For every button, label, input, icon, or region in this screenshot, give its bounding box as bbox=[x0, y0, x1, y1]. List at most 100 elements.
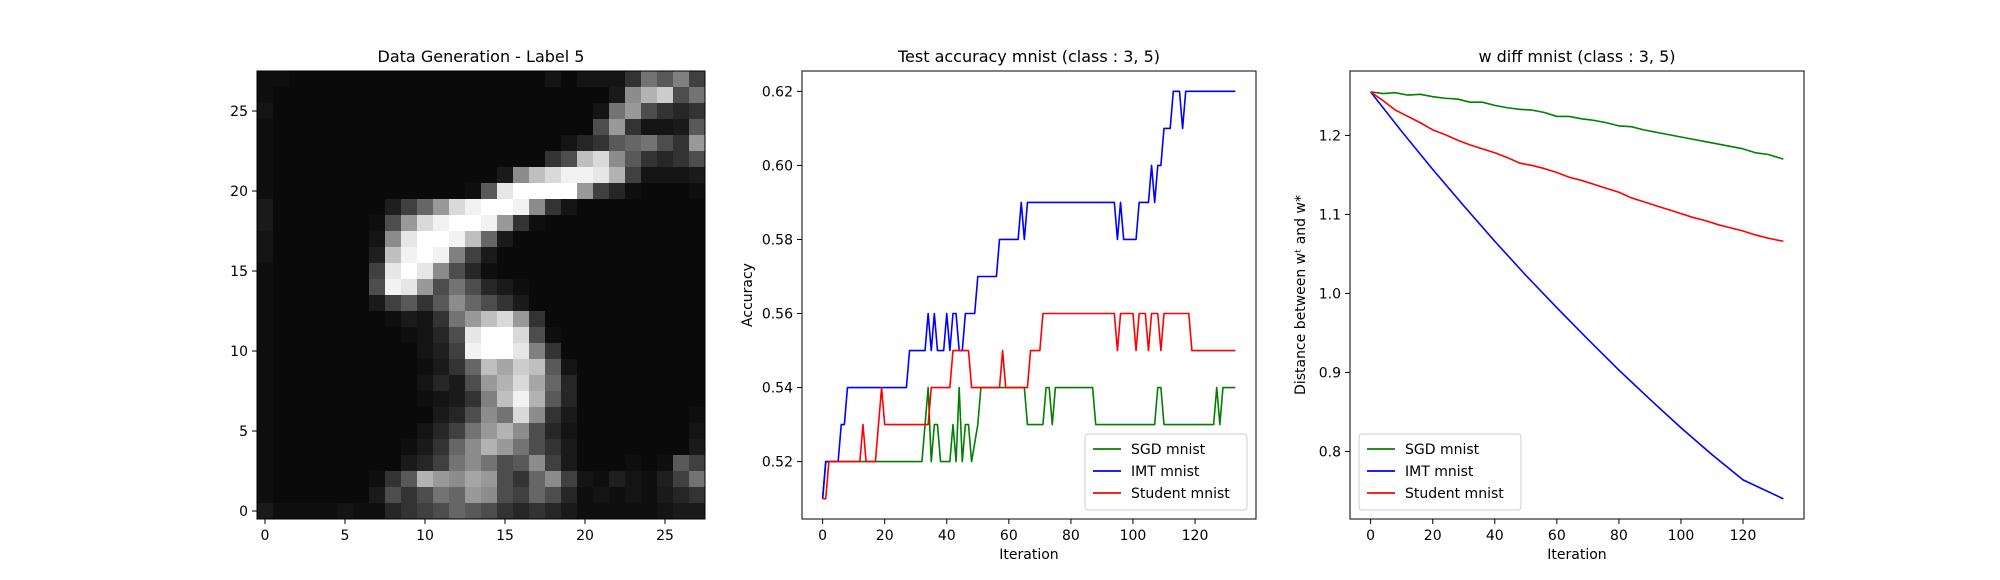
heatmap-cell bbox=[657, 407, 674, 424]
heatmap-cell bbox=[657, 151, 674, 168]
heatmap-cell bbox=[321, 151, 338, 168]
heatmap-cell bbox=[577, 503, 594, 520]
heatmap-cell bbox=[257, 295, 274, 312]
heatmap-cell bbox=[337, 231, 354, 248]
heatmap-cell bbox=[577, 215, 594, 232]
legend-box bbox=[1084, 433, 1248, 511]
heatmap-cell bbox=[497, 391, 514, 408]
heatmap-cell bbox=[305, 295, 322, 312]
heatmap-cell bbox=[465, 279, 482, 296]
heatmap-cell bbox=[385, 199, 402, 216]
accuracy-y-ticks: 0.52 0.54 0.56 0.58 0.60 0.62 bbox=[762, 84, 802, 471]
heatmap-cell bbox=[257, 471, 274, 488]
heatmap-cell bbox=[545, 151, 562, 168]
heatmap-cell bbox=[625, 87, 642, 104]
heatmap-cell bbox=[449, 455, 466, 472]
heatmap-cell bbox=[641, 423, 658, 440]
heatmap-cell bbox=[433, 295, 450, 312]
heatmap-cell bbox=[673, 407, 690, 424]
heatmap-cell bbox=[513, 439, 530, 456]
heatmap-cell bbox=[561, 135, 578, 152]
heatmap-cell bbox=[369, 487, 386, 504]
heatmap-cell bbox=[417, 423, 434, 440]
heatmap-cell bbox=[465, 135, 482, 152]
heatmap-cell bbox=[641, 455, 658, 472]
heatmap-cell bbox=[385, 391, 402, 408]
heatmap-cell bbox=[321, 279, 338, 296]
heatmap-cell bbox=[513, 199, 530, 216]
heatmap-cell bbox=[641, 407, 658, 424]
heatmap-cell bbox=[529, 359, 546, 376]
heatmap-cell bbox=[641, 87, 658, 104]
series-line-imt bbox=[821, 90, 1236, 499]
heatmap-cell bbox=[545, 439, 562, 456]
heatmap-cell bbox=[449, 327, 466, 344]
heatmap-cell bbox=[305, 471, 322, 488]
heatmap-cell bbox=[353, 295, 370, 312]
heatmap-cell bbox=[321, 455, 338, 472]
heatmap-cell bbox=[337, 455, 354, 472]
heatmap-cell bbox=[689, 439, 706, 456]
heatmap-cell bbox=[353, 103, 370, 120]
heatmap-cell bbox=[417, 167, 434, 184]
heatmap-cell bbox=[625, 327, 642, 344]
y-tick-label: 25 bbox=[230, 104, 248, 120]
heatmap-cell bbox=[497, 279, 514, 296]
heatmap-cell bbox=[513, 279, 530, 296]
heatmap-cell bbox=[305, 375, 322, 392]
heatmap-cell bbox=[321, 407, 338, 424]
heatmap-cell bbox=[673, 215, 690, 232]
heatmap-cell bbox=[593, 119, 610, 136]
heatmap-cell bbox=[641, 231, 658, 248]
heatmap-cell bbox=[321, 311, 338, 328]
heatmap-cell bbox=[401, 263, 418, 280]
heatmap-cell bbox=[321, 247, 338, 264]
heatmap-cell bbox=[529, 263, 546, 280]
heatmap-cell bbox=[273, 487, 290, 504]
heatmap-cell bbox=[529, 215, 546, 232]
heatmap-cell bbox=[417, 343, 434, 360]
heatmap-cell bbox=[257, 455, 274, 472]
heatmap-cell bbox=[497, 263, 514, 280]
heatmap-cell bbox=[673, 391, 690, 408]
heatmap-cell bbox=[257, 423, 274, 440]
heatmap-cell bbox=[353, 487, 370, 504]
heatmap-cell bbox=[433, 71, 450, 88]
heatmap-cell bbox=[433, 391, 450, 408]
heatmap-cell bbox=[625, 423, 642, 440]
heatmap-cell bbox=[657, 311, 674, 328]
heatmap-cell bbox=[369, 295, 386, 312]
y-tick-label: 5 bbox=[239, 424, 248, 440]
heatmap-cell bbox=[497, 247, 514, 264]
y-tick-label: 0.8 bbox=[1319, 444, 1341, 460]
legend-label: IMT mnist bbox=[1131, 464, 1200, 480]
heatmap-cell bbox=[337, 311, 354, 328]
heatmap-cell bbox=[593, 151, 610, 168]
heatmap-cell bbox=[689, 263, 706, 280]
heatmap-cell bbox=[273, 151, 290, 168]
heatmap-frame bbox=[256, 70, 706, 520]
heatmap-cell bbox=[625, 199, 642, 216]
heatmap-cell bbox=[385, 119, 402, 136]
heatmap-cell bbox=[321, 183, 338, 200]
heatmap-cell bbox=[561, 327, 578, 344]
wdiff-title: w diff mnist (class : 3, 5) bbox=[1478, 47, 1675, 66]
x-tick-label: 10 bbox=[416, 528, 434, 544]
x-tick-label: 100 bbox=[1120, 528, 1147, 544]
heatmap-cell bbox=[257, 151, 274, 168]
heatmap-cell bbox=[305, 327, 322, 344]
legend-label: SGD mnist bbox=[1131, 442, 1206, 458]
heatmap-cell bbox=[497, 167, 514, 184]
heatmap-cell bbox=[337, 343, 354, 360]
heatmap-cell bbox=[337, 71, 354, 88]
heatmap-cell bbox=[545, 375, 562, 392]
heatmap-cell bbox=[673, 71, 690, 88]
wdiff-legend: SGD mnist IMT mnist Student mnist bbox=[1358, 433, 1522, 511]
heatmap-cell bbox=[529, 295, 546, 312]
heatmap-cell bbox=[401, 167, 418, 184]
heatmap-cell bbox=[593, 455, 610, 472]
heatmap-cell bbox=[353, 391, 370, 408]
heatmap-cell bbox=[433, 151, 450, 168]
heatmap-cell bbox=[593, 279, 610, 296]
accuracy-y-label: Accuracy bbox=[740, 263, 756, 327]
